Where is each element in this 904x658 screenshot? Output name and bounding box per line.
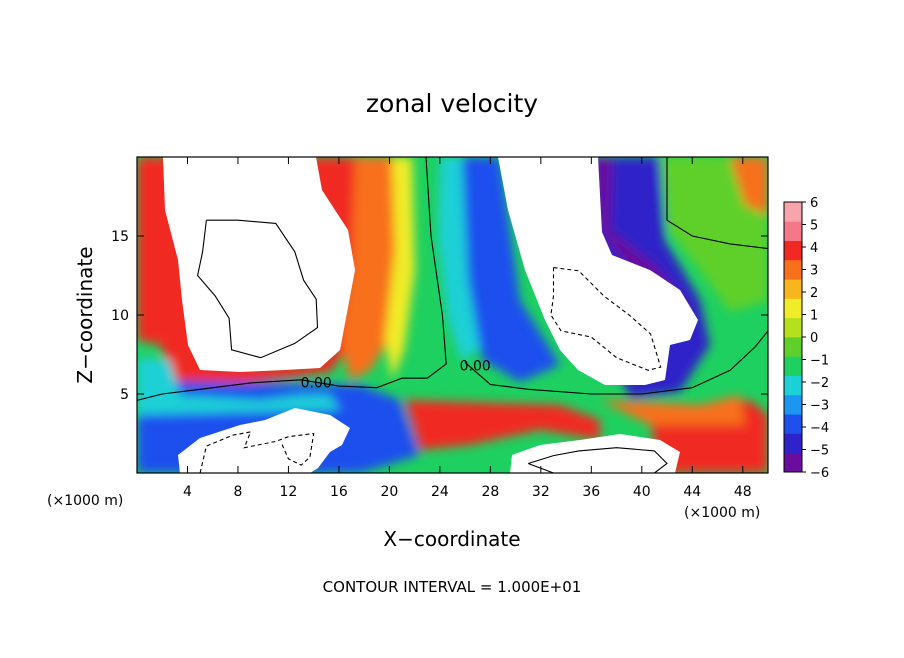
x-tick-label-8: 8 bbox=[233, 484, 242, 500]
colorbar-swatch-6 bbox=[784, 337, 802, 357]
blob-green-right bbox=[660, 157, 768, 312]
y-tick-label-10: 10 bbox=[111, 308, 129, 324]
contour-labels: 0.00 0.00 bbox=[301, 358, 491, 391]
x-tick-label-36: 36 bbox=[582, 484, 600, 500]
blob-orange-topright bbox=[730, 157, 768, 215]
colorbar-swatch-8 bbox=[784, 298, 802, 319]
x-tick-label-32: 32 bbox=[532, 484, 550, 500]
colorbar-swatch-12 bbox=[784, 221, 802, 241]
blob-blue-column bbox=[462, 157, 560, 382]
white-region-lower-right bbox=[510, 434, 680, 473]
colorbar-tick-label: −6 bbox=[810, 466, 829, 481]
closed-contour-lower-right bbox=[528, 447, 668, 473]
closed-contour-upper-left bbox=[197, 219, 319, 359]
y-tick-label-15: 15 bbox=[111, 229, 129, 245]
x-tick-label-4: 4 bbox=[183, 484, 192, 500]
x-tick-label-20: 20 bbox=[380, 484, 398, 500]
blob-yellow-column bbox=[385, 157, 415, 380]
contour-lines bbox=[137, 157, 768, 473]
colorbar-swatch-2 bbox=[784, 414, 802, 434]
contour-interval-note: CONTOUR INTERVAL = 1.000E+01 bbox=[323, 578, 582, 596]
blob-cyan-band-left bbox=[137, 358, 340, 415]
colorbar-swatch-4 bbox=[784, 375, 802, 396]
y-axis-unit: (×1000 m) bbox=[47, 493, 123, 509]
colorbar-tick-label: 4 bbox=[810, 241, 818, 256]
white-region-upper-right bbox=[498, 157, 698, 385]
blob-red-lower-middle bbox=[405, 400, 600, 450]
dashed-contour-lower-left bbox=[199, 431, 315, 473]
colorbar-swatch-9 bbox=[784, 279, 802, 299]
white-region-upper-left bbox=[163, 157, 355, 372]
dashed-contour-upper-right bbox=[550, 267, 662, 371]
blob-cyan-column bbox=[438, 157, 482, 362]
y-axis-title: Z−coordinate bbox=[73, 246, 97, 383]
colorbar-swatch-1 bbox=[784, 433, 802, 454]
colorbar-swatch-13 bbox=[784, 202, 802, 222]
velocity-field bbox=[137, 157, 768, 473]
x-tick-label-44: 44 bbox=[683, 484, 701, 500]
contour-label-1: 0.00 bbox=[460, 358, 491, 374]
x-tick-label-24: 24 bbox=[431, 484, 449, 500]
white-regions bbox=[163, 157, 698, 473]
colorbar-swatch-5 bbox=[784, 356, 802, 376]
colorbar-swatch-11 bbox=[784, 240, 802, 261]
contour-label-0: 0.00 bbox=[301, 376, 332, 392]
colorbar-swatch-10 bbox=[784, 259, 802, 280]
colorbar-tick-label: 0 bbox=[810, 331, 818, 346]
colorbar-tick-label: 5 bbox=[810, 219, 818, 234]
colorbar-tick-label: 6 bbox=[810, 196, 818, 211]
blob-purple-right bbox=[596, 157, 690, 320]
white-region-lower-left bbox=[178, 408, 350, 473]
x-tick-label-48: 48 bbox=[734, 484, 752, 500]
zero-contour-main bbox=[137, 157, 447, 401]
y-axis-ticks: 5 10 15 bbox=[111, 229, 768, 403]
x-tick-label-12: 12 bbox=[280, 484, 298, 500]
colorbar-tick-label: −5 bbox=[810, 444, 829, 459]
zero-contour-right bbox=[464, 330, 768, 395]
colorbar-tick-label: −1 bbox=[810, 354, 829, 369]
y-tick-label-5: 5 bbox=[120, 387, 129, 403]
x-axis-ticks: 4 8 12 16 20 24 28 32 36 40 44 48 bbox=[183, 157, 752, 500]
colorbar-ticks: 6 5 4 3 2 1 0 −1 −2 −3 −4 −5 −6 bbox=[802, 196, 829, 481]
x-tick-label-40: 40 bbox=[633, 484, 651, 500]
blob-orange-lower-right bbox=[600, 395, 745, 425]
x-tick-label-28: 28 bbox=[481, 484, 499, 500]
x-tick-label-16: 16 bbox=[330, 484, 348, 500]
x-axis-unit: (×1000 m) bbox=[684, 505, 760, 521]
zero-contour-topright bbox=[666, 157, 768, 250]
colorbar bbox=[783, 201, 803, 473]
colorbar-swatch-0 bbox=[784, 452, 802, 473]
colorbar-swatch-3 bbox=[784, 394, 802, 415]
colorbar-tick-label: 2 bbox=[810, 286, 818, 301]
chart-title: zonal velocity bbox=[366, 89, 538, 118]
colorbar-tick-label: −2 bbox=[810, 376, 829, 391]
colorbar-swatch-7 bbox=[784, 317, 802, 338]
colorbar-tick-label: −4 bbox=[810, 421, 829, 436]
x-axis-title: X−coordinate bbox=[383, 527, 520, 551]
colorbar-tick-label: 1 bbox=[810, 309, 818, 324]
colorbar-tick-label: −3 bbox=[810, 399, 829, 414]
colorbar-tick-label: 3 bbox=[810, 264, 818, 279]
